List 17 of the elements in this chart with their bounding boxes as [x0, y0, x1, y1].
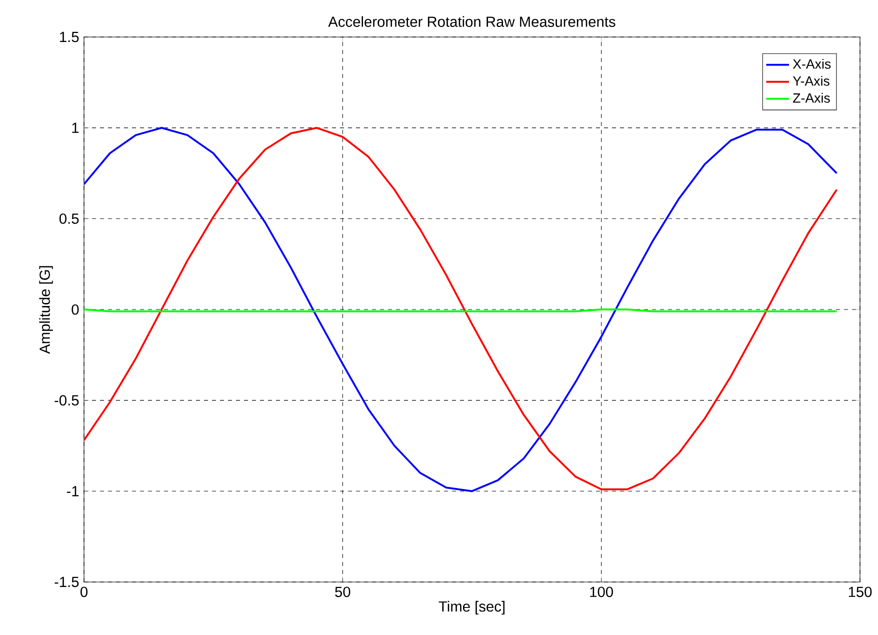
chart-title: Accelerometer Rotation Raw Measurements	[328, 16, 616, 27]
y-tick-label: 1	[72, 122, 79, 133]
legend-label: Y-Axis	[792, 76, 830, 86]
y-tick-label: 1.5	[60, 32, 79, 42]
y-tick-label: -1	[66, 486, 79, 496]
x-axis-title: Time [sec]	[438, 600, 504, 615]
x-tick-label: 100	[590, 586, 613, 598]
legend-label: Z-Axis	[793, 92, 830, 103]
y-axis-title: Amplitude [G]	[39, 266, 53, 354]
legend-label: X-Axis	[792, 58, 831, 69]
x-tick-label: 0	[80, 586, 88, 598]
y-tick-label: -1.5	[54, 576, 79, 588]
y-tick-label: -0.5	[54, 395, 79, 406]
y-tick-label: 0.5	[59, 213, 79, 224]
y-tick-label: 0	[72, 304, 79, 315]
x-tick-label: 150	[848, 586, 872, 598]
x-tick-label: 50	[335, 586, 350, 598]
